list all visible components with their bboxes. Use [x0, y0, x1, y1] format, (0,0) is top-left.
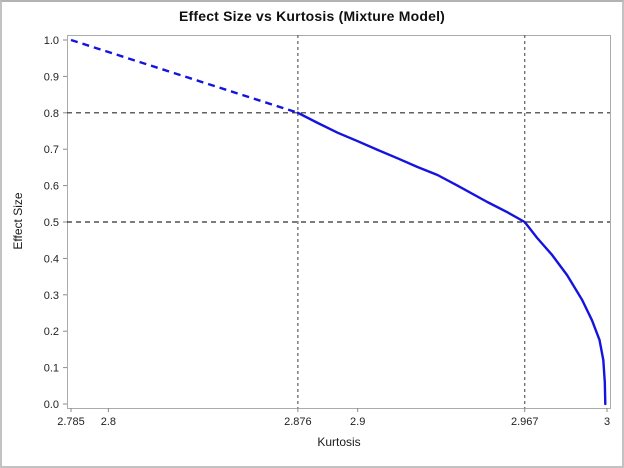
- chart-title: Effect Size vs Kurtosis (Mixture Model): [178, 8, 446, 24]
- x-tick-label: 2.967: [511, 416, 539, 428]
- y-axis-ticks: 0.0 0.1 0.2 0.3 0.4 0.5 0.6 0.7 0.8 0.9 1.0: [44, 35, 67, 411]
- x-tick-label: 2.9: [350, 416, 365, 428]
- effect-size-curve: [296, 111, 607, 406]
- y-tick-label: 0.6: [44, 181, 59, 193]
- y-tick-label: 0.1: [44, 363, 59, 375]
- x-axis-label: Kurtosis: [317, 435, 361, 449]
- x-tick-label: 2.876: [284, 416, 312, 428]
- y-tick-label: 0.8: [44, 108, 59, 120]
- y-tick-label: 0.0: [44, 399, 59, 411]
- x-tick-label: 2.785: [57, 416, 85, 428]
- y-tick-label: 0.3: [44, 290, 59, 302]
- effect-size-dashed-segment: [70, 38, 299, 114]
- x-tick-label: 3: [604, 416, 610, 428]
- y-tick-label: 0.4: [44, 253, 59, 265]
- x-axis-ticks: 2.785 2.8 2.876 2.9 2.967 3: [57, 408, 610, 428]
- y-tick-label: 0.7: [44, 144, 59, 156]
- y-axis-label: Effect Size: [11, 192, 25, 250]
- x-tick-label: 2.8: [101, 416, 116, 428]
- y-tick-label: 0.2: [44, 326, 59, 338]
- y-tick-label: 1.0: [44, 35, 59, 47]
- y-tick-label: 0.9: [44, 71, 59, 83]
- y-tick-label: 0.5: [44, 217, 59, 229]
